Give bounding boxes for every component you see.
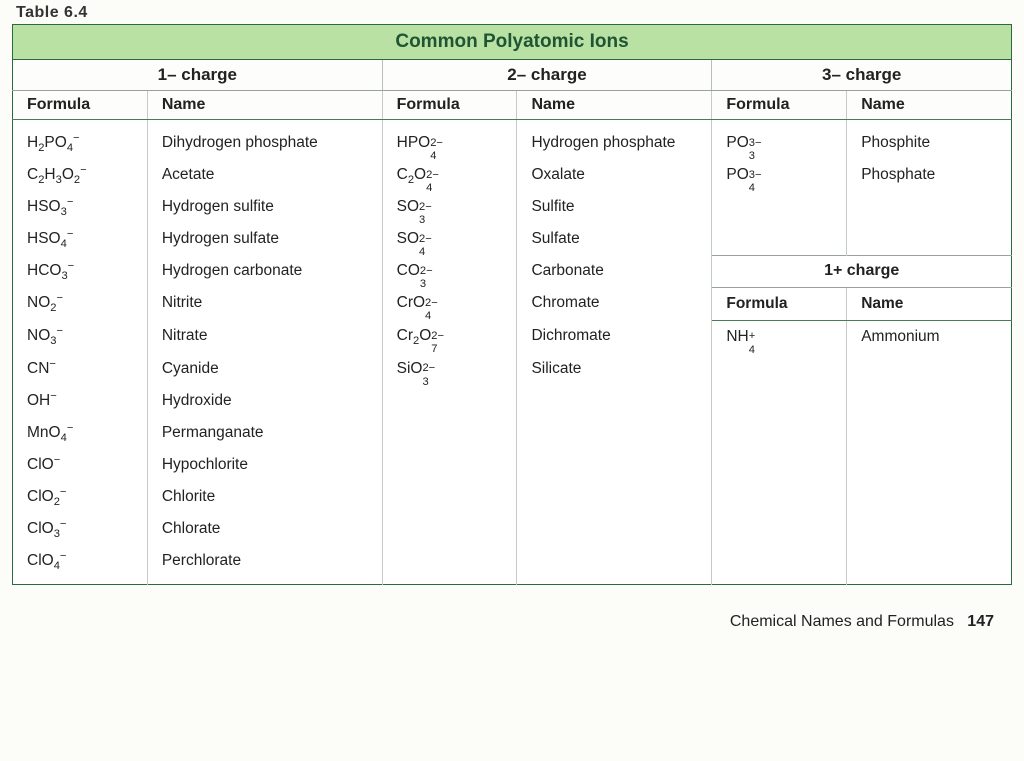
name-cell	[847, 417, 1012, 449]
name-cell: Hypochlorite	[147, 449, 382, 481]
name-cell: Cyanide	[147, 353, 382, 385]
name-cell: Hydrogen sulfate	[147, 223, 382, 255]
formula-cell	[382, 481, 517, 513]
name-cell: Oxalate	[517, 159, 712, 191]
name-cell: Phosphite	[847, 120, 1012, 160]
polyatomic-ions-table: Common Polyatomic Ions 1– charge 2– char…	[12, 24, 1012, 585]
formula-cell: OH−	[13, 385, 148, 417]
formula-cell: H2PO4−	[13, 120, 148, 160]
formula-cell	[712, 481, 847, 513]
col-header-formula: Formula	[382, 91, 517, 120]
name-cell	[517, 417, 712, 449]
name-cell: Chlorate	[147, 513, 382, 545]
name-cell: Hydrogen sulfite	[147, 191, 382, 223]
empty-cell	[847, 223, 1012, 255]
name-cell: Chromate	[517, 287, 712, 320]
name-cell	[847, 449, 1012, 481]
name-cell: Dichromate	[517, 320, 712, 353]
table-title: Common Polyatomic Ions	[13, 25, 1012, 60]
formula-cell	[382, 545, 517, 585]
formula-cell: NO2−	[13, 287, 148, 320]
formula-cell: MnO4−	[13, 417, 148, 449]
formula-cell	[382, 513, 517, 545]
formula-cell: PO3−3	[712, 120, 847, 160]
formula-cell	[382, 417, 517, 449]
formula-cell	[712, 353, 847, 385]
formula-cell: CO2−3	[382, 255, 517, 287]
formula-cell: HSO4−	[13, 223, 148, 255]
page-footer: Chemical Names and Formulas 147	[12, 613, 1012, 631]
formula-cell: PO3−4	[712, 159, 847, 191]
formula-cell: ClO−	[13, 449, 148, 481]
name-cell: Acetate	[147, 159, 382, 191]
formula-cell	[712, 385, 847, 417]
col-header-name: Name	[147, 91, 382, 120]
formula-cell: NO3−	[13, 320, 148, 353]
formula-cell: HSO3−	[13, 191, 148, 223]
formula-cell: ClO4−	[13, 545, 148, 585]
formula-cell: C2O2−4	[382, 159, 517, 191]
formula-cell: HPO2−4	[382, 120, 517, 160]
name-cell	[847, 481, 1012, 513]
formula-cell	[712, 449, 847, 481]
name-cell: Hydrogen phosphate	[517, 120, 712, 160]
formula-cell	[382, 385, 517, 417]
col-header-formula: Formula	[13, 91, 148, 120]
charge-group-2-minus: 2– charge	[382, 60, 712, 91]
name-cell	[847, 545, 1012, 585]
name-cell: Permanganate	[147, 417, 382, 449]
formula-cell	[712, 417, 847, 449]
formula-cell: C2H3O2−	[13, 159, 148, 191]
col-header-formula: Formula	[712, 91, 847, 120]
formula-cell: ClO2−	[13, 481, 148, 513]
name-cell	[847, 385, 1012, 417]
name-cell: Dihydrogen phosphate	[147, 120, 382, 160]
name-cell	[517, 481, 712, 513]
name-cell	[847, 353, 1012, 385]
col-header-name: Name	[847, 287, 1012, 320]
col-header-name: Name	[517, 91, 712, 120]
table-caption: Table 6.4	[16, 4, 1012, 22]
name-cell: Sulfite	[517, 191, 712, 223]
empty-cell	[712, 223, 847, 255]
formula-cell: CN−	[13, 353, 148, 385]
name-cell: Chlorite	[147, 481, 382, 513]
charge-group-1-plus: 1+ charge	[712, 255, 1012, 287]
name-cell: Nitrate	[147, 320, 382, 353]
formula-cell: ClO3−	[13, 513, 148, 545]
name-cell	[517, 545, 712, 585]
name-cell: Phosphate	[847, 159, 1012, 191]
name-cell	[517, 513, 712, 545]
charge-group-3-minus: 3– charge	[712, 60, 1012, 91]
formula-cell: HCO3−	[13, 255, 148, 287]
name-cell	[517, 449, 712, 481]
name-cell: Perchlorate	[147, 545, 382, 585]
page-number: 147	[967, 613, 994, 630]
formula-cell: SiO2−3	[382, 353, 517, 385]
formula-cell	[712, 513, 847, 545]
formula-cell	[712, 545, 847, 585]
chapter-title: Chemical Names and Formulas	[730, 613, 954, 630]
formula-cell: NH+4	[712, 320, 847, 353]
name-cell: Sulfate	[517, 223, 712, 255]
empty-cell	[847, 191, 1012, 223]
name-cell: Carbonate	[517, 255, 712, 287]
name-cell	[847, 513, 1012, 545]
formula-cell: Cr2O2−7	[382, 320, 517, 353]
formula-cell	[382, 449, 517, 481]
name-cell: Hydroxide	[147, 385, 382, 417]
name-cell: Hydrogen carbonate	[147, 255, 382, 287]
formula-cell: CrO2−4	[382, 287, 517, 320]
formula-cell: SO2−3	[382, 191, 517, 223]
name-cell	[517, 385, 712, 417]
charge-group-1-minus: 1– charge	[13, 60, 383, 91]
name-cell: Ammonium	[847, 320, 1012, 353]
col-header-formula: Formula	[712, 287, 847, 320]
name-cell: Nitrite	[147, 287, 382, 320]
empty-cell	[712, 191, 847, 223]
name-cell: Silicate	[517, 353, 712, 385]
col-header-name: Name	[847, 91, 1012, 120]
formula-cell: SO2−4	[382, 223, 517, 255]
